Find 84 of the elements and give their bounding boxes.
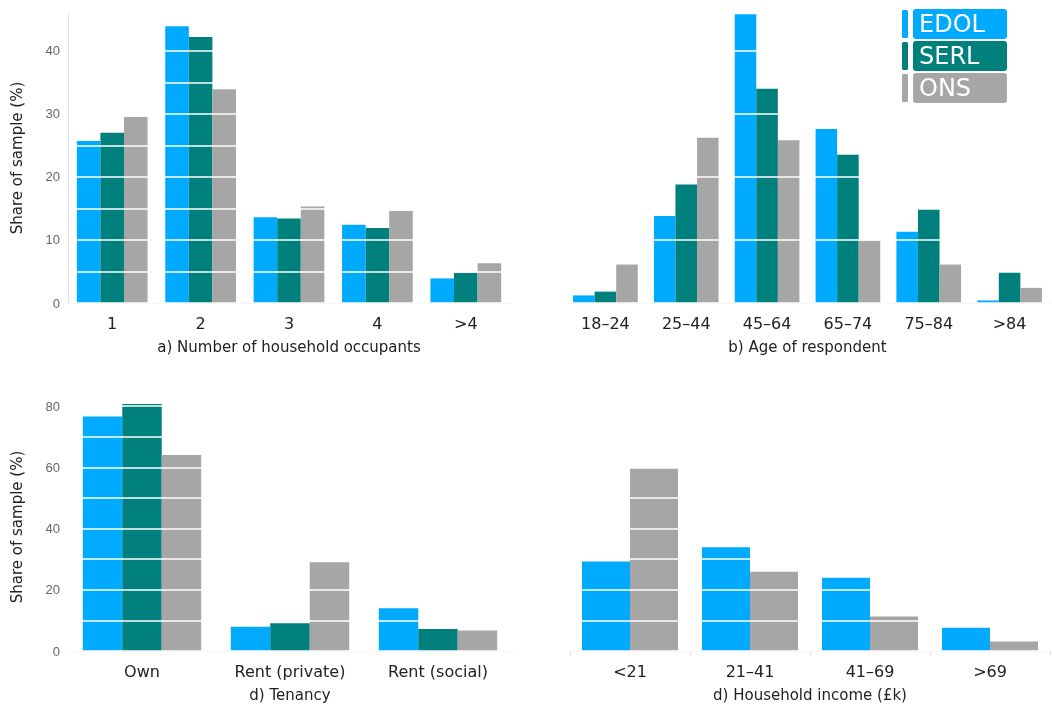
bar (815, 129, 838, 303)
bar (270, 623, 310, 651)
bar (277, 218, 301, 303)
x-axis-title: d) Tenancy (249, 685, 331, 704)
bar (342, 224, 366, 303)
bar (389, 210, 413, 303)
x-tick-label: Rent (private) (234, 661, 346, 681)
bar (300, 206, 325, 303)
y-tick-label: 30 (45, 106, 60, 122)
x-tick-label: >84 (992, 313, 1027, 333)
bar (675, 184, 698, 303)
x-tick-label: 1 (107, 313, 118, 333)
bar (378, 608, 419, 651)
x-tick-label: 65–74 (823, 313, 873, 333)
bar (165, 26, 189, 303)
bar (858, 240, 881, 303)
y-tick-label: 0 (52, 295, 60, 311)
y-tick-label: 40 (45, 521, 60, 537)
bar (230, 626, 271, 651)
y-axis-title: Share of sample (%) (7, 450, 26, 604)
bar (756, 88, 778, 303)
bar (777, 140, 800, 303)
bar (630, 467, 678, 651)
y-tick-label: 0 (52, 643, 60, 659)
bar (837, 154, 859, 303)
x-tick-label: >4 (454, 313, 478, 333)
bar (653, 216, 676, 303)
legend-label: SERL (919, 42, 981, 70)
bar (582, 561, 630, 651)
bar (616, 264, 638, 303)
bar (418, 628, 458, 651)
x-tick-label: 4 (372, 313, 383, 333)
bar (457, 630, 498, 651)
x-tick-label: 45–64 (742, 313, 792, 333)
bar (309, 562, 350, 651)
bar (454, 272, 478, 303)
y-tick-label: 20 (45, 582, 60, 598)
y-tick-label: 20 (45, 169, 60, 185)
x-tick-label: 2 (195, 313, 206, 333)
x-tick-label: 25–44 (661, 313, 711, 333)
bar (76, 140, 101, 303)
x-tick-label: 21–41 (725, 661, 775, 681)
y-tick-label: 10 (45, 232, 60, 248)
y-tick-label: 80 (45, 398, 60, 414)
bar (123, 117, 148, 303)
x-tick-label: 41–69 (845, 661, 895, 681)
bar (1020, 287, 1042, 303)
bar (896, 231, 918, 303)
bar (188, 36, 213, 303)
bar (697, 137, 719, 303)
bar (750, 571, 798, 651)
bar (253, 217, 278, 303)
x-tick-label: 18–24 (581, 313, 630, 333)
legend-label: ONS (919, 74, 972, 102)
legend-label: EDOL (919, 10, 986, 38)
x-axis-title: b) Age of respondent (728, 337, 887, 356)
y-tick-label: 40 (45, 43, 60, 59)
x-axis-title: a) Number of household occupants (157, 337, 421, 356)
bar (477, 263, 502, 303)
bar (100, 132, 124, 303)
x-tick-label: <21 (613, 661, 647, 681)
x-tick-label: Rent (social) (388, 661, 488, 681)
bar (365, 227, 390, 303)
bar (430, 278, 455, 303)
x-tick-label: Own (124, 661, 160, 681)
bar (870, 616, 918, 651)
bar (122, 403, 162, 651)
y-tick-label: 60 (45, 459, 60, 475)
bar (942, 627, 990, 651)
bar (998, 272, 1021, 303)
bar (573, 295, 595, 303)
bar (82, 416, 123, 651)
bar (212, 89, 236, 303)
y-axis-title: Share of sample (%) (7, 81, 26, 235)
bar (702, 547, 750, 651)
bar (917, 209, 940, 303)
bar (822, 577, 870, 651)
x-tick-label: 3 (283, 313, 295, 333)
x-tick-label: >69 (973, 661, 1007, 681)
x-axis-title: d) Household income (£k) (713, 685, 907, 704)
bar (939, 264, 962, 303)
x-tick-label: 75–84 (904, 313, 954, 333)
bar (161, 455, 202, 651)
bar (734, 14, 757, 303)
